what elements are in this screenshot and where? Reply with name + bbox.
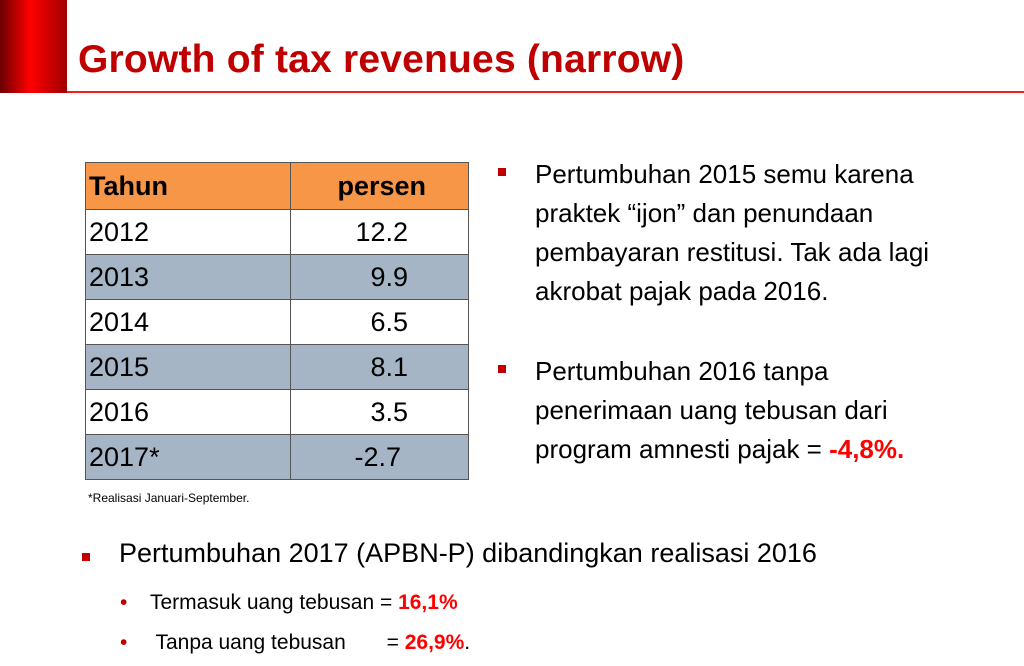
square-bullet-icon [498,365,506,373]
square-bullet-icon [82,553,90,561]
cell-year: 2013 [85,254,291,300]
bullet-text: Pertumbuhan 2015 semu karena praktek “ij… [535,159,930,306]
header-tahun: Tahun [85,162,291,210]
table-footnote: *Realisasi Januari-September. [88,491,250,505]
bullet-text-main: Pertumbuhan 2016 tanpa penerimaan uang t… [535,356,888,464]
bullet-item: Pertumbuhan 2016 tanpa penerimaan uang t… [498,352,940,469]
cell-value: -2.7 [290,434,469,480]
square-bullet-icon [498,168,506,176]
table-row: 2015 8.1 [85,344,469,390]
bullet-text: Pertumbuhan 2016 tanpa penerimaan uang t… [535,352,940,469]
bottom-bullet-text: Pertumbuhan 2017 (APBN-P) dibandingkan r… [119,538,817,568]
cell-value: 8.1 [290,344,469,390]
growth-table: Tahun persen 2012 12.2 2013 9.9 2014 6.5 20… [85,162,469,480]
slide-title: Growth of tax revenues (narrow) [78,38,685,81]
cell-year: 2016 [85,389,291,435]
cell-year: 2012 [85,209,291,255]
cell-year: 2015 [85,344,291,390]
cell-year: 2017* [85,434,291,480]
cell-value: 6.5 [290,299,469,345]
bullet-highlight: -4,8%. [829,434,905,464]
sub-value: 16,1% [398,591,458,614]
cell-value: 12.2 [290,209,469,255]
dot-bullet-icon: • [120,591,128,614]
cell-value: 3.5 [290,389,469,435]
table-row: 2017* -2.7 [85,434,469,480]
bottom-bullet: Pertumbuhan 2017 (APBN-P) dibandingkan r… [82,538,817,569]
cell-value: 9.9 [290,254,469,300]
sub-label: Termasuk uang tebusan = [150,591,399,614]
cell-year: 2014 [85,299,291,345]
table-row: 2012 12.2 [85,209,469,255]
bullet-item: Pertumbuhan 2015 semu karena praktek “ij… [498,155,940,311]
title-underline [67,91,1024,93]
sub-suffix: . [464,631,471,654]
sub-label: Tanpa uang tebusan = [150,631,405,654]
header-persen: persen [290,162,469,210]
dot-bullet-icon: • [120,631,128,654]
table-row: 2016 3.5 [85,389,469,435]
table-row: 2014 6.5 [85,299,469,345]
title-accent-bar [0,0,67,93]
table-header: Tahun persen [85,162,469,210]
sub-value: 26,9% [404,631,465,654]
sub-bullet: • Tanpa uang tebusan = 26,9%. [120,631,470,655]
table-row: 2013 9.9 [85,254,469,300]
sub-bullet: • Termasuk uang tebusan = 16,1% [120,591,458,615]
